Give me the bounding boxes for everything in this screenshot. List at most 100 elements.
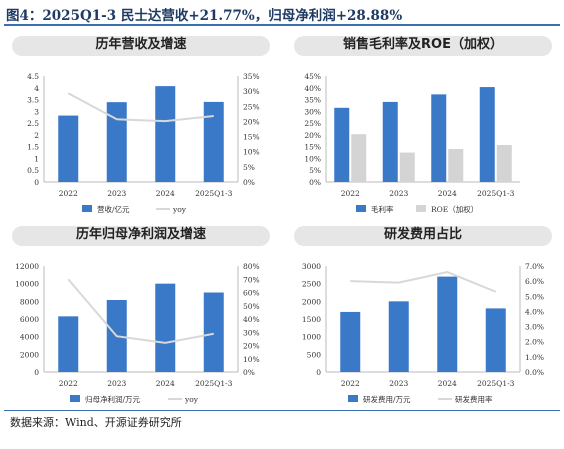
legend-swatch: [416, 205, 426, 212]
y-tick-label-right: 10%: [243, 355, 260, 364]
x-tick-label: 2022: [59, 379, 78, 388]
legend-label: 归母净利润/万元: [85, 394, 141, 404]
chart-title: 历年营收及增速: [95, 37, 187, 52]
x-tick-label: 2022: [59, 189, 78, 198]
y-tick-label-right: 0%: [243, 368, 255, 377]
y-tick-label-left: 0: [316, 368, 321, 377]
y-tick-label-right: 35%: [243, 72, 260, 81]
x-tick-label: 2025Q1-3: [195, 379, 233, 388]
revenue-chart: 0 0.5 1 1.5 2 2.5 3 3.5 4 4.5 0% 5% 10% 15% 20% 25% 30% 3…: [27, 72, 260, 214]
y-tick-label-left: 4: [34, 84, 39, 93]
y-tick-label-right: 70%: [243, 275, 260, 284]
y-tick-label-right: 30%: [243, 328, 260, 337]
x-tick-label: 2023: [107, 189, 126, 198]
y-tick-label-left: 40%: [304, 84, 321, 93]
bar: [58, 115, 79, 182]
bar: [496, 145, 512, 182]
line-series: [350, 271, 497, 293]
y-tick-label-left: 12000: [15, 262, 39, 271]
legend-label: 毛利率: [371, 204, 394, 214]
bar: [448, 149, 464, 182]
bar: [485, 308, 506, 372]
x-tick-label: 2023: [389, 189, 408, 198]
y-tick-label-left: 2: [34, 131, 39, 140]
y-tick-label-left: 1: [34, 154, 39, 163]
x-tick-label: 2022: [341, 189, 360, 198]
y-tick-label-left: 25%: [304, 119, 321, 128]
y-tick-label-left: 4000: [20, 333, 39, 342]
bar: [58, 316, 79, 372]
source-note: 数据来源：Wind、开源证券研究所: [10, 416, 182, 429]
x-tick-label: 2024: [438, 189, 457, 198]
y-tick-label-left: 0.5: [27, 166, 39, 175]
x-tick-label: 2023: [107, 379, 126, 388]
legend-label: ROE（加权）: [431, 204, 478, 214]
y-tick-label-left: 15%: [304, 143, 321, 152]
x-tick-label: 2024: [156, 379, 175, 388]
x-tick-label: 2024: [438, 379, 457, 388]
y-tick-label-left: 3: [34, 107, 39, 116]
y-tick-label-left: 1.5: [27, 143, 39, 152]
bar: [382, 101, 398, 182]
bar: [155, 86, 176, 182]
y-tick-label-right: 3.0%: [525, 323, 544, 332]
legend-label: yoy: [172, 205, 187, 214]
y-tick-label-left: 6000: [20, 315, 39, 324]
y-tick-label-left: 2.5: [27, 119, 39, 128]
y-tick-label-left: 2000: [20, 350, 39, 359]
bar: [388, 301, 409, 372]
bar: [437, 276, 458, 372]
y-tick-label-left: 20%: [304, 131, 321, 140]
y-tick-label-right: 80%: [243, 262, 260, 271]
y-tick-label-right: 15%: [243, 133, 260, 142]
legend-swatch: [348, 395, 358, 402]
y-tick-label-left: 0%: [309, 178, 321, 187]
y-tick-label-left: 35%: [304, 96, 321, 105]
y-tick-label-right: 60%: [243, 289, 260, 298]
y-tick-label-right: 2.0%: [525, 338, 544, 347]
net-profit-chart: 0 2000 4000 6000 8000 10000 12000 0% 10% 20% 30% 40…: [15, 262, 260, 404]
y-tick-label-left: 2000: [302, 297, 321, 306]
bar: [203, 292, 224, 372]
bar: [155, 283, 176, 372]
y-tick-label-right: 1.0%: [525, 353, 544, 362]
chart-panel-net-profit: 历年归母净利润及增速 0 2000 4000 6000 8000 10000 12000 0%…: [4, 224, 278, 410]
bottom-rule: [4, 410, 560, 411]
legend-swatch: [356, 205, 366, 212]
y-tick-label-right: 50%: [243, 302, 260, 311]
y-tick-label-right: 0%: [243, 178, 255, 187]
y-tick-label-right: 5.0%: [525, 292, 544, 301]
y-tick-label-left: 1500: [302, 315, 321, 324]
y-tick-label-left: 3.5: [27, 96, 39, 105]
y-tick-label-left: 3000: [302, 262, 321, 271]
legend-swatch: [82, 205, 92, 212]
chart-panel-rd-expense: 研发费用占比 0 500 1000 1500 2000 2500 3000 0.0% 1.0% 2…: [286, 224, 560, 410]
figure-title: 图4：2025Q1-3 民士达营收+21.77%，归母净利润+28.88%: [6, 8, 403, 24]
chart-panel-revenue: 历年营收及增速 0 0.5 1 1.5 2 2.5 3 3.5 4 4.5 0% 5% 10% 15% 20…: [4, 34, 278, 220]
y-tick-label-left: 30%: [304, 107, 321, 116]
bar: [479, 87, 495, 182]
y-tick-label-right: 5%: [243, 163, 255, 172]
y-tick-label-right: 25%: [243, 102, 260, 111]
legend-label: yoy: [184, 395, 199, 404]
y-tick-label-left: 4.5: [27, 72, 39, 81]
y-tick-label-right: 6.0%: [525, 277, 544, 286]
margin-roe-chart: 0% 5% 10% 15% 20% 25% 30% 35% 40% 45% 2022 2023 2024…: [304, 72, 520, 214]
panel-title-background: [294, 226, 552, 246]
bar: [340, 311, 361, 372]
y-tick-label-right: 20%: [243, 117, 260, 126]
line-series: [67, 92, 214, 123]
y-tick-label-right: 40%: [243, 315, 260, 324]
legend-swatch: [70, 395, 80, 402]
y-tick-label-right: 7.0%: [525, 262, 544, 271]
y-tick-label-right: 20%: [243, 342, 260, 351]
y-tick-label-left: 0: [34, 368, 39, 377]
panel-title-background: [12, 36, 270, 56]
y-tick-label-left: 45%: [304, 72, 321, 81]
y-tick-label-left: 5%: [309, 166, 321, 175]
chart-title: 研发费用占比: [383, 227, 462, 242]
legend-label: 营收/亿元: [97, 204, 130, 214]
line-series: [67, 278, 214, 344]
top-rule: [4, 24, 560, 26]
bar: [334, 107, 350, 182]
